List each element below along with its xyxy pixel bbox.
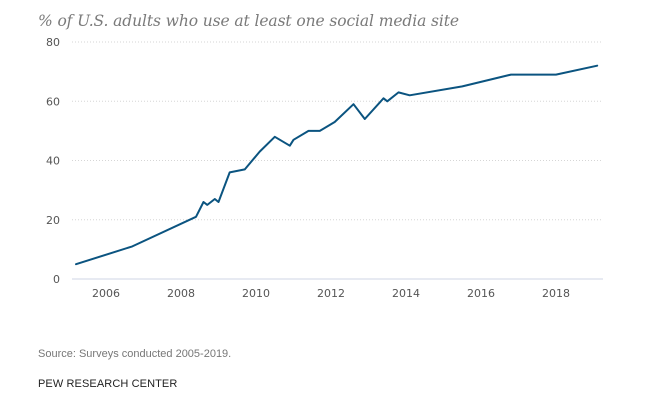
data-point xyxy=(407,92,413,98)
x-tick-label: 2014 xyxy=(392,287,420,300)
x-tick-label: 2008 xyxy=(167,287,195,300)
gridlines xyxy=(72,41,603,221)
x-tick-label: 2016 xyxy=(467,287,495,300)
data-point xyxy=(291,137,297,143)
series-group xyxy=(73,63,600,267)
data-point xyxy=(193,214,199,220)
data-point xyxy=(216,199,222,205)
x-tick-label: 2010 xyxy=(242,287,270,300)
data-point xyxy=(384,98,390,104)
source-note: Source: Surveys conducted 2005-2019. xyxy=(38,348,232,360)
data-point xyxy=(553,72,559,78)
y-tick-label: 20 xyxy=(46,214,60,227)
data-point xyxy=(396,89,402,95)
y-tick-label: 80 xyxy=(46,36,60,49)
line-chart: 0 20 40 60 80 2006 2008 2010 2012 2014 2016 2018 xyxy=(46,36,603,300)
y-axis-ticks: 0 20 40 60 80 xyxy=(46,36,60,286)
y-tick-label: 60 xyxy=(46,95,60,108)
data-point xyxy=(306,128,312,134)
y-tick-label: 0 xyxy=(53,273,60,286)
chart-title: % of U.S. adults who use at least one so… xyxy=(38,12,459,30)
data-point xyxy=(242,166,248,172)
series-line xyxy=(75,64,599,266)
data-point xyxy=(362,116,368,122)
x-tick-label: 2006 xyxy=(92,287,120,300)
x-tick-label: 2018 xyxy=(542,287,570,300)
data-point xyxy=(287,143,293,149)
data-point xyxy=(73,261,79,267)
data-point xyxy=(317,128,323,134)
data-point xyxy=(508,72,514,78)
data-point xyxy=(257,149,263,155)
data-point xyxy=(227,169,233,175)
data-point xyxy=(129,243,135,249)
brand-logo-text: PEW RESEARCH CENTER xyxy=(38,378,178,390)
data-point xyxy=(459,83,465,89)
x-tick-label: 2012 xyxy=(317,287,345,300)
data-point xyxy=(332,119,338,125)
y-tick-label: 40 xyxy=(46,155,60,168)
x-axis-ticks: 2006 2008 2010 2012 2014 2016 2018 xyxy=(92,287,570,300)
data-point xyxy=(351,101,357,107)
data-point xyxy=(272,134,278,140)
data-point xyxy=(204,202,210,208)
data-point xyxy=(594,63,600,69)
